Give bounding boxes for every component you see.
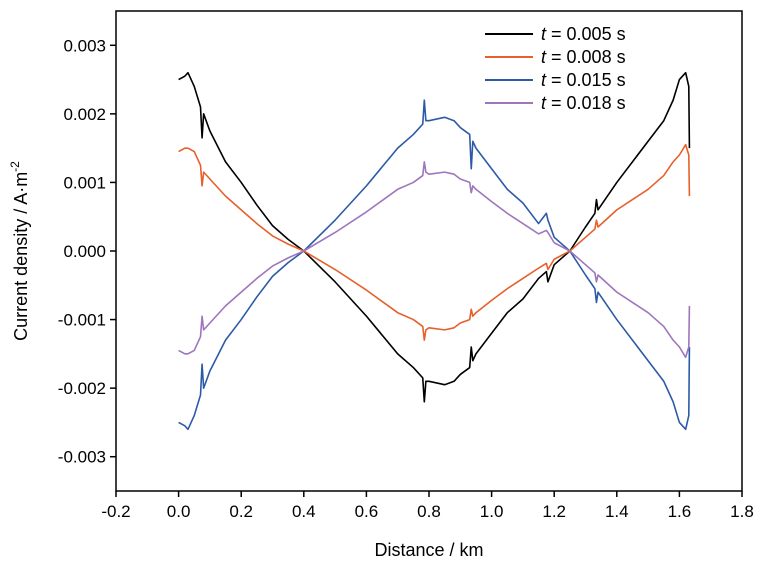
y-tick-label: -0.003 xyxy=(58,448,106,467)
y-tick-label: 0.003 xyxy=(63,36,106,55)
series-line-3 xyxy=(178,99,691,431)
legend-label-3: t = 0.015 s xyxy=(541,70,626,90)
y-tick-label: 0.000 xyxy=(63,242,106,261)
legend: t = 0.005 st = 0.008 st = 0.015 st = 0.0… xyxy=(485,24,626,113)
legend-value: = 0.015 s xyxy=(546,70,626,90)
y-axis-label-superscript: -2 xyxy=(8,161,22,172)
series-line-2 xyxy=(178,143,691,341)
legend-label-1: t = 0.005 s xyxy=(541,24,626,44)
y-tick-label: -0.002 xyxy=(58,379,106,398)
x-tick-label: 1.4 xyxy=(605,502,629,521)
y-tick-label: 0.001 xyxy=(63,173,106,192)
x-tick-label: 1.6 xyxy=(668,502,692,521)
x-tick-label: 0.6 xyxy=(355,502,379,521)
legend-var: t xyxy=(541,93,547,113)
legend-var: t xyxy=(541,47,547,67)
legend-label-2: t = 0.008 s xyxy=(541,47,626,67)
series-line-4 xyxy=(178,161,691,359)
legend-var: t xyxy=(541,24,547,44)
x-tick-label: 1.0 xyxy=(480,502,504,521)
y-axis-label: Current density / A·m-2 xyxy=(8,161,31,341)
x-axis-label: Distance / km xyxy=(374,540,483,560)
x-tick-label: 0.0 xyxy=(167,502,191,521)
x-tick-label: 0.2 xyxy=(229,502,253,521)
series-layer xyxy=(178,71,691,431)
y-axis-label-main: Current density / A·m xyxy=(11,172,31,341)
legend-var: t xyxy=(541,70,547,90)
legend-value: = 0.008 s xyxy=(546,47,626,67)
x-tick-label: 1.8 xyxy=(730,502,754,521)
legend-value: = 0.005 s xyxy=(546,24,626,44)
y-tick-label: 0.002 xyxy=(63,105,106,124)
x-tick-label: -0.2 xyxy=(101,502,130,521)
y-tick-label: -0.001 xyxy=(58,311,106,330)
x-tick-label: 0.8 xyxy=(417,502,441,521)
x-axis: -0.2 0.0 0.2 0.4 0.6 0.8 1.0 1.2 1.4 1.6 1.8 xyxy=(101,491,754,521)
series-line-1 xyxy=(178,71,691,403)
y-axis: -0.003 -0.002 -0.001 0.000 0.001 0.002 0.003 xyxy=(58,36,116,467)
legend-value: = 0.018 s xyxy=(546,93,626,113)
x-tick-label: 1.2 xyxy=(542,502,566,521)
legend-label-4: t = 0.018 s xyxy=(541,93,626,113)
x-tick-label: 0.4 xyxy=(292,502,316,521)
